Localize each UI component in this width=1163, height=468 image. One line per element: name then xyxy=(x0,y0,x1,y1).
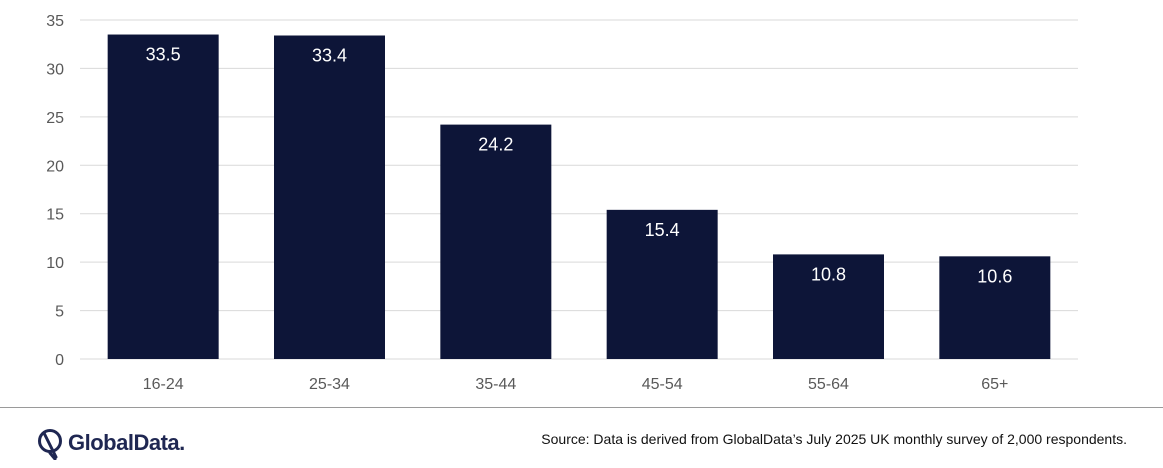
y-tick-label: 20 xyxy=(46,158,64,175)
x-axis-ticks: 16-24 25-34 35-44 45-54 55-64 65+ xyxy=(143,376,1009,393)
x-tick-label: 65+ xyxy=(981,376,1008,393)
gridlines xyxy=(80,19,1078,360)
bar-35-44 xyxy=(440,124,552,359)
bar-55-64 xyxy=(773,254,884,359)
y-tick-label: 25 xyxy=(46,110,64,127)
footer-divider xyxy=(0,407,1163,408)
y-tick-label: 30 xyxy=(46,61,64,78)
bar-25-34 xyxy=(274,35,385,360)
data-label: 10.6 xyxy=(977,266,1012,286)
data-label: 33.4 xyxy=(312,45,347,65)
y-tick-label: 0 xyxy=(55,352,64,369)
x-tick-label: 35-44 xyxy=(475,376,516,393)
x-tick-label: 55-64 xyxy=(808,376,849,393)
globaldata-logo: GlobalData. xyxy=(36,425,185,461)
x-tick-label: 45-54 xyxy=(642,376,683,393)
y-tick-label: 10 xyxy=(46,255,64,272)
y-tick-label: 5 xyxy=(55,304,64,321)
bar-65+ xyxy=(939,256,1051,359)
y-axis-ticks: 0 5 10 15 20 25 30 35 xyxy=(46,13,64,369)
data-label: 10.8 xyxy=(811,264,846,284)
data-label: 24.2 xyxy=(478,135,513,155)
x-tick-label: 16-24 xyxy=(143,376,184,393)
bar-45-54 xyxy=(606,209,718,359)
logo-text: GlobalData. xyxy=(68,430,185,455)
y-tick-label: 15 xyxy=(46,207,64,224)
y-tick-label: 35 xyxy=(46,13,64,30)
data-label: 33.5 xyxy=(146,45,181,65)
bar-16-24 xyxy=(107,34,219,360)
source-note: Source: Data is derived from GlobalData’… xyxy=(541,431,1127,447)
bars xyxy=(107,34,1051,360)
x-tick-label: 25-34 xyxy=(309,376,350,393)
data-labels: 33.5 33.4 24.2 15.4 10.8 10.6 xyxy=(146,45,1013,287)
globaldata-logo-icon xyxy=(38,429,62,460)
data-label: 15.4 xyxy=(645,220,680,240)
